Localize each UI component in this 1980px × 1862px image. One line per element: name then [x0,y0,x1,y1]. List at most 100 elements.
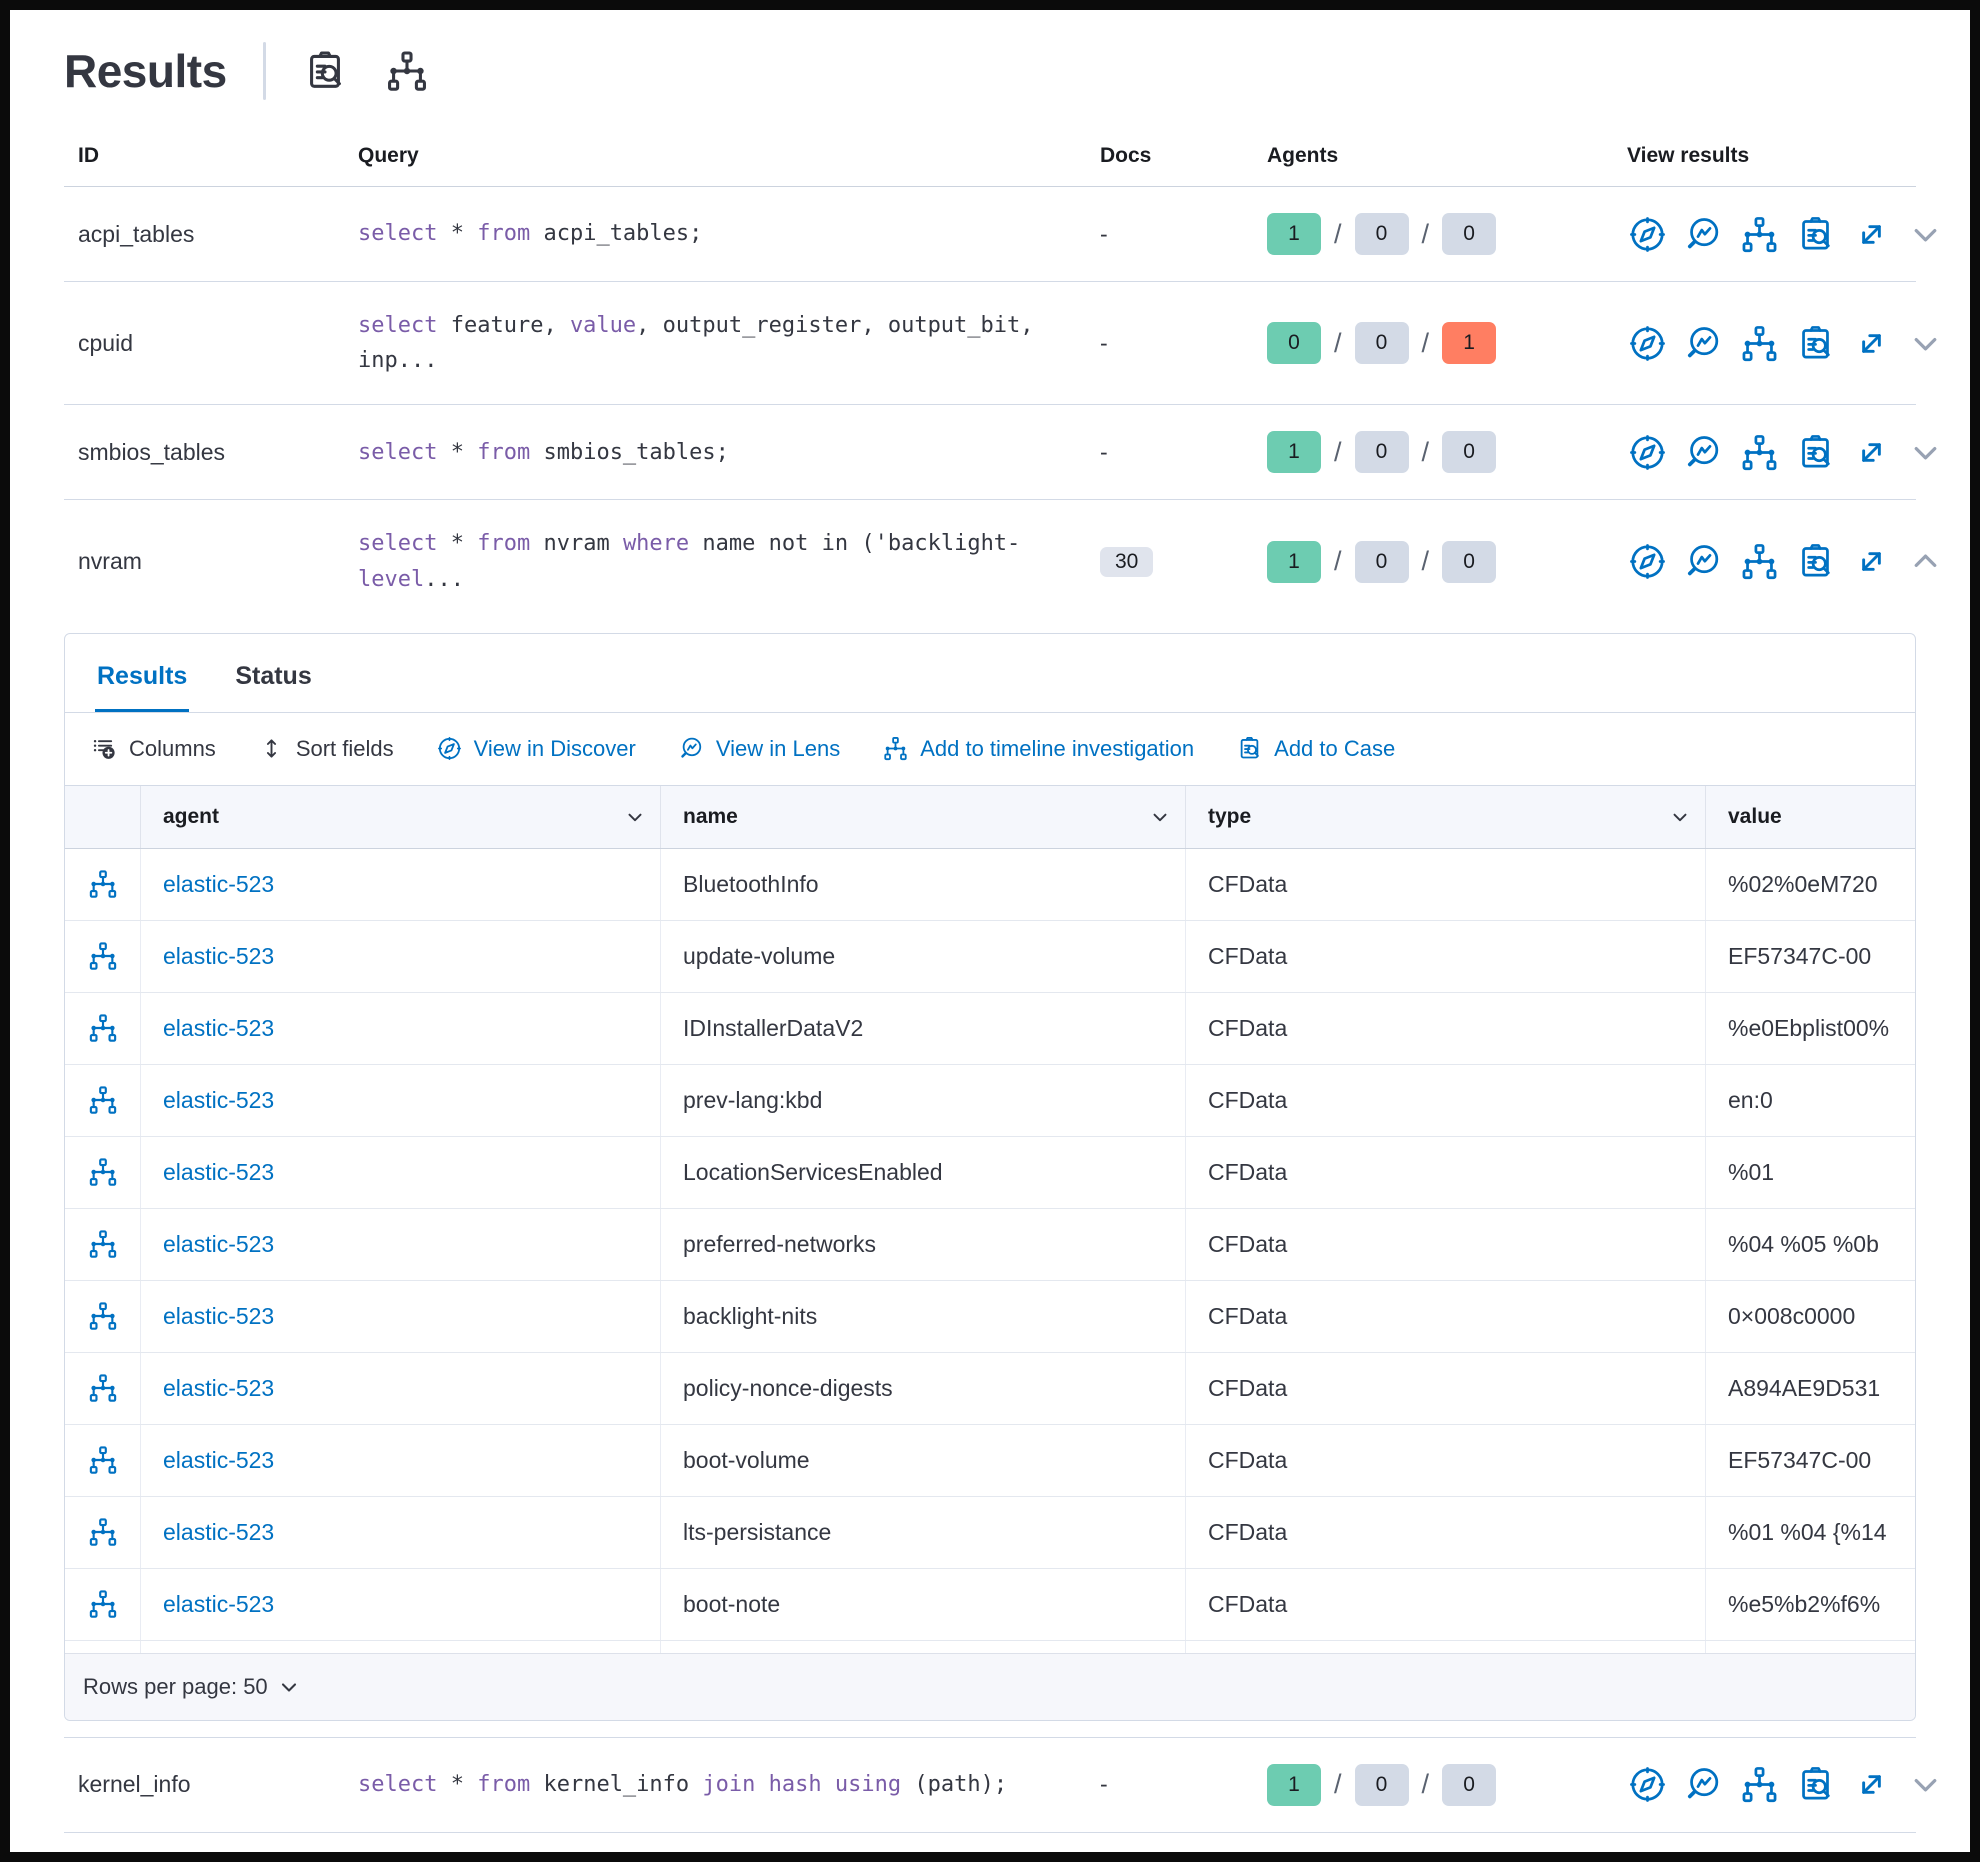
add-to-case-button[interactable] [1795,541,1836,582]
view-in-lens-button[interactable] [1683,214,1724,255]
query-sql: select * from nvram where name not in ('… [358,531,1021,592]
toggle-expanded-button[interactable] [1907,216,1944,253]
add-to-case-button[interactable] [1795,323,1836,364]
view-in-lens-button[interactable]: View in Lens [678,735,840,762]
row-timeline-button[interactable] [87,1012,119,1044]
query-row: pci_devices select * from pci_devices; 8… [64,1833,1916,1852]
agent-count-badge: 1 [1267,540,1321,583]
add-to-timeline-button[interactable] [1739,323,1780,364]
view-in-discover-button[interactable] [1627,432,1668,473]
expand-results-button[interactable] [1851,432,1892,473]
slash-separator: / [1421,218,1430,249]
network-icon [87,1372,119,1404]
row-timeline-button[interactable] [87,1300,119,1332]
add-to-timeline-button[interactable] [1739,432,1780,473]
tab-status[interactable]: Status [233,662,313,712]
row-timeline-button[interactable] [87,1228,119,1260]
cell-value: 0×008c0000 [1728,1302,1856,1329]
toggle-expanded-button[interactable] [1907,1766,1944,1803]
grid-header-agent[interactable]: agent [141,785,661,848]
row-timeline-button[interactable] [87,1516,119,1548]
column-header-view-results: View results [1627,144,1750,167]
expand-results-button[interactable] [1851,323,1892,364]
view-in-discover-button[interactable] [1627,214,1668,255]
view-in-lens-button[interactable] [1683,323,1724,364]
row-timeline-button[interactable] [87,940,119,972]
add-to-timeline-button[interactable] [1739,1764,1780,1805]
add-to-case-button[interactable] [1795,1764,1836,1805]
agent-link[interactable]: elastic-523 [163,1158,275,1185]
cell-name: BluetoothInfo [661,848,1186,920]
query-results-panel: Results Status Columns Sort fields View in… [64,632,1916,1721]
compass-icon [1627,323,1668,364]
toggle-expanded-button[interactable] [1907,325,1944,362]
row-timeline-button[interactable] [87,1444,119,1476]
network-icon [87,1084,119,1116]
view-in-lens-button[interactable] [1683,1764,1724,1805]
row-timeline-button[interactable] [87,1588,119,1620]
agent-link[interactable]: elastic-523 [163,1014,275,1041]
add-to-case-button[interactable]: Add to Case [1236,735,1395,762]
agent-link[interactable]: elastic-523 [163,1230,275,1257]
view-in-discover-button[interactable] [1627,541,1668,582]
add-to-timeline-button[interactable] [1739,214,1780,255]
network-icon [1739,323,1780,364]
network-icon [87,1516,119,1548]
grid-header-name[interactable]: name [661,785,1186,848]
add-to-timeline-investigation-button[interactable]: Add to timeline investigation [882,735,1194,762]
agents-status: 1 / 0 / 0 [1246,1763,1598,1806]
add-to-case-button[interactable] [1795,432,1836,473]
rows-per-page-button[interactable]: Rows per page: 50 [83,1674,301,1700]
query-details-button[interactable] [302,48,348,94]
chevron-down-icon[interactable] [624,806,646,828]
column-header-agents: Agents [1267,144,1339,167]
cell-type: CFData [1186,1280,1706,1352]
agent-count-badge: 0 [1354,1763,1409,1806]
network-icon [1739,432,1780,473]
sort-fields-button[interactable]: Sort fields [258,735,394,762]
grid-header-value[interactable]: value [1728,804,1782,828]
agent-link[interactable]: elastic-523 [163,1302,275,1329]
slash-separator: / [1334,327,1342,358]
queries-table-body: acpi_tables select * from acpi_tables; -… [64,187,1916,1852]
expand-results-button[interactable] [1851,1764,1892,1805]
agent-link[interactable]: elastic-523 [163,870,275,897]
result-row: elastic-523 policy-nonce-digests CFData … [65,1352,1915,1425]
toggle-expanded-button[interactable] [1907,543,1944,580]
expand-results-button[interactable] [1851,214,1892,255]
add-to-case-button[interactable] [1795,214,1836,255]
row-timeline-button[interactable] [87,1372,119,1404]
cell-type: CFData [1186,1496,1706,1568]
tab-results[interactable]: Results [95,662,190,712]
agent-link[interactable]: elastic-523 [163,942,275,969]
row-timeline-button[interactable] [87,1156,119,1188]
agent-count-badge: 1 [1267,431,1321,474]
view-in-discover-button[interactable]: View in Discover [436,735,636,762]
agent-link[interactable]: elastic-523 [163,1446,275,1473]
cell-value: %01 %04 {%14 [1728,1518,1887,1545]
view-in-discover-button[interactable] [1627,1764,1668,1805]
row-timeline-button[interactable] [87,868,119,900]
view-in-lens-button[interactable] [1683,432,1724,473]
view-results-actions [1598,432,1944,473]
row-timeline-button[interactable] [87,1084,119,1116]
pack-button[interactable] [384,48,430,94]
network-icon [87,1588,119,1620]
view-in-discover-button[interactable] [1627,323,1668,364]
columns-button[interactable]: Columns [91,735,216,762]
agent-link[interactable]: elastic-523 [163,1590,275,1617]
add-to-timeline-button[interactable] [1739,541,1780,582]
result-row: elastic-523 boot-note CFData %e5%b2%f6% [65,1568,1915,1641]
grid-header-type[interactable]: type [1186,785,1706,848]
agent-link[interactable]: elastic-523 [163,1086,275,1113]
agent-link[interactable]: elastic-523 [163,1374,275,1401]
agent-link[interactable]: elastic-523 [163,1518,275,1545]
query-id: smbios_tables [78,438,226,465]
docs-count: - [1100,438,1108,465]
view-in-lens-button[interactable] [1683,541,1724,582]
toggle-expanded-button[interactable] [1907,434,1944,471]
grid-toolbar: Columns Sort fields View in Discover View i… [65,713,1915,785]
expand-results-button[interactable] [1851,541,1892,582]
chevron-down-icon[interactable] [1149,806,1171,828]
chevron-down-icon[interactable] [1669,806,1691,828]
